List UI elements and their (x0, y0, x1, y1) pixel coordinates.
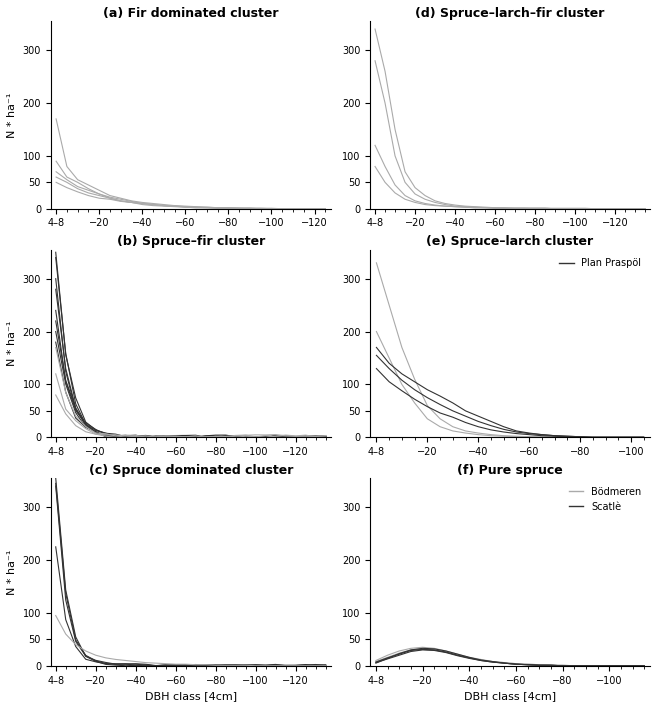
Title: (d) Spruce–larch–fir cluster: (d) Spruce–larch–fir cluster (415, 7, 604, 20)
Title: (e) Spruce–larch cluster: (e) Spruce–larch cluster (426, 236, 594, 249)
Y-axis label: N * ha⁻¹: N * ha⁻¹ (7, 92, 17, 137)
Legend: Plan Praspöl: Plan Praspöl (555, 254, 645, 273)
Title: (a) Fir dominated cluster: (a) Fir dominated cluster (103, 7, 279, 20)
Y-axis label: N * ha⁻¹: N * ha⁻¹ (7, 321, 17, 366)
X-axis label: DBH class [4cm]: DBH class [4cm] (145, 691, 237, 701)
Title: (b) Spruce–fir cluster: (b) Spruce–fir cluster (116, 236, 265, 249)
Title: (c) Spruce dominated cluster: (c) Spruce dominated cluster (89, 464, 293, 477)
Legend: Bödmeren, Scatlè: Bödmeren, Scatlè (565, 483, 645, 515)
Y-axis label: N * ha⁻¹: N * ha⁻¹ (7, 549, 17, 595)
Title: (f) Pure spruce: (f) Pure spruce (457, 464, 563, 477)
X-axis label: DBH class [4cm]: DBH class [4cm] (464, 691, 556, 701)
